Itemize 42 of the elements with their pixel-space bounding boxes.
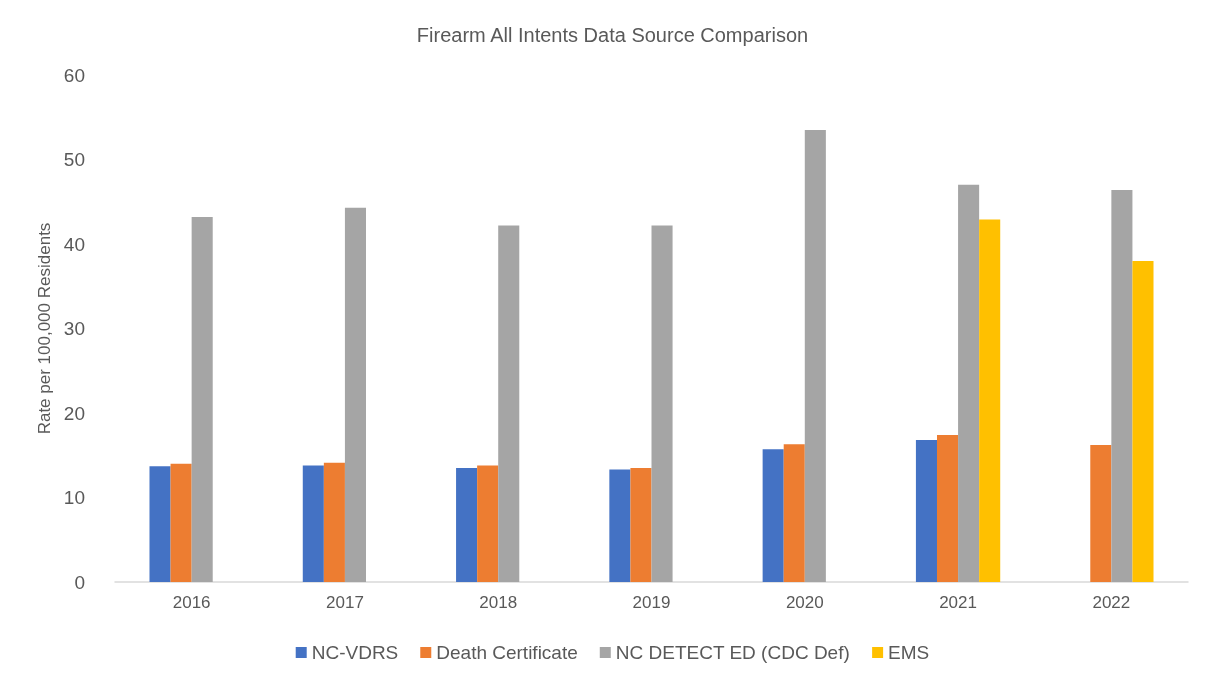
bar xyxy=(477,465,499,582)
legend-label: EMS xyxy=(888,642,930,663)
bar xyxy=(344,207,367,582)
y-tick-label: 30 xyxy=(63,318,85,339)
bar xyxy=(630,467,652,582)
bar xyxy=(609,469,631,582)
legend-label: NC DETECT ED (CDC Def) xyxy=(615,642,850,663)
x-tick-label: 2018 xyxy=(479,593,518,612)
legend-label: NC-VDRS xyxy=(311,642,399,663)
bar xyxy=(323,462,345,582)
y-axis-title: Rate per 100,000 Residents xyxy=(34,222,54,435)
bar xyxy=(498,225,520,582)
y-tick-label: 40 xyxy=(63,233,85,255)
bar xyxy=(170,463,192,582)
y-tick-label: 50 xyxy=(63,149,85,170)
bar xyxy=(1111,189,1133,582)
x-tick-label: 2019 xyxy=(632,593,671,612)
bar xyxy=(936,434,959,582)
y-tick-label: 20 xyxy=(63,402,85,424)
bar xyxy=(149,466,171,582)
y-tick-label: 10 xyxy=(63,487,85,508)
bar xyxy=(1132,260,1154,582)
bar xyxy=(915,440,937,582)
bar xyxy=(979,219,1001,582)
x-tick-label: 2022 xyxy=(1092,593,1131,612)
x-tick-label: 2020 xyxy=(785,593,824,612)
bar xyxy=(302,465,324,582)
legend-label: Death Certificate xyxy=(436,642,578,663)
y-tick-label: 0 xyxy=(74,571,85,593)
bar xyxy=(191,216,213,582)
bar xyxy=(651,225,673,582)
x-tick-label: 2017 xyxy=(326,593,364,612)
x-tick-label: 2016 xyxy=(172,593,211,612)
bar xyxy=(456,467,478,582)
y-tick-label: 60 xyxy=(63,64,85,86)
chart-title: Firearm All Intents Data Source Comparison xyxy=(416,24,809,46)
x-tick-label: 2021 xyxy=(939,593,977,612)
bar xyxy=(762,449,784,582)
bar xyxy=(1090,445,1112,582)
bar xyxy=(958,184,980,582)
bar xyxy=(783,444,805,582)
bar xyxy=(804,129,826,582)
